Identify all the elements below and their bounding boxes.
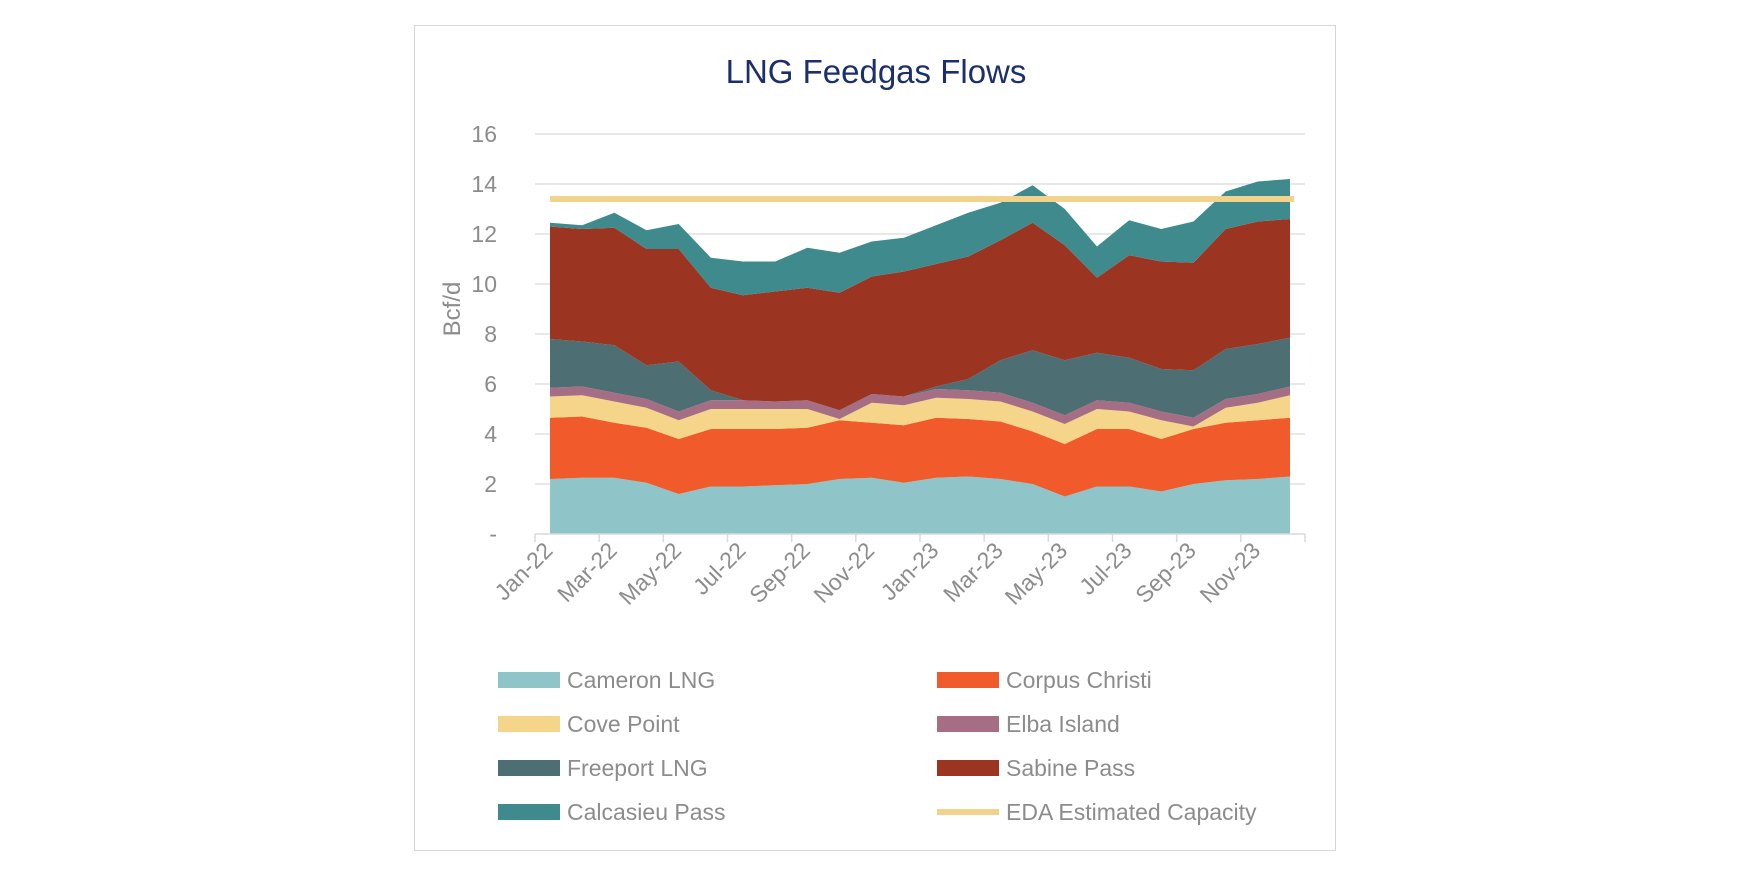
legend-label: Sabine Pass <box>1006 755 1135 781</box>
y-tick-label: 2 <box>484 471 497 497</box>
x-tick-label: Jul-23 <box>1074 537 1137 600</box>
x-tick-label: Jan-23 <box>876 537 944 605</box>
area-corpus-christi <box>550 416 1290 497</box>
y-tick-label: 10 <box>471 271 497 297</box>
chart-frame: LNG Feedgas Flows Bcf/d - 2 4 6 8 10 12 14 16 Jan… <box>414 25 1336 851</box>
y-tick-label: - <box>489 521 497 547</box>
legend-label: Cameron LNG <box>567 667 715 693</box>
legend-label: Cove Point <box>567 711 680 737</box>
x-tick-label: Jul-22 <box>688 537 751 600</box>
legend: Cameron LNG Corpus Christi Cove Point Elba … <box>498 667 1257 825</box>
y-axis-label: Bcf/d <box>439 282 466 337</box>
legend-swatch <box>498 804 560 820</box>
legend-swatch <box>937 672 999 688</box>
area-elba-island <box>550 386 1290 427</box>
y-tick-label: 6 <box>484 371 497 397</box>
x-tick-label: Sep-22 <box>744 537 815 608</box>
y-tick-label: 8 <box>484 321 497 347</box>
y-tick-label: 16 <box>471 121 497 147</box>
x-tick-label: May-22 <box>614 537 687 610</box>
x-tick-label: Mar-23 <box>938 537 1008 607</box>
legend-swatch <box>937 760 999 776</box>
legend-label: Elba Island <box>1006 711 1120 737</box>
legend-swatch <box>498 760 560 776</box>
y-tick-label: 12 <box>471 221 497 247</box>
area-calcasieu-pass <box>550 179 1290 296</box>
chart-title: LNG Feedgas Flows <box>726 53 1027 90</box>
x-tick-label: Sep-23 <box>1130 537 1201 608</box>
y-tick-label: 4 <box>484 421 497 447</box>
stacked-areas <box>550 179 1290 534</box>
area-freeport-lng <box>550 337 1290 418</box>
chart-svg: LNG Feedgas Flows Bcf/d - 2 4 6 8 10 12 14 16 Jan… <box>439 53 1306 825</box>
legend-swatch <box>498 716 560 732</box>
x-tick-label: Nov-22 <box>808 537 879 608</box>
area-cameron-lng <box>550 476 1290 534</box>
legend-swatch <box>498 672 560 688</box>
legend-label: Corpus Christi <box>1006 667 1152 693</box>
area-sabine-pass <box>550 219 1290 411</box>
area-cove-point <box>550 395 1290 444</box>
x-tick-label: Nov-23 <box>1195 537 1266 608</box>
x-tick-label: May-23 <box>1000 537 1073 610</box>
legend-label: EDA Estimated Capacity <box>1006 799 1257 825</box>
legend-label: Calcasieu Pass <box>567 799 726 825</box>
x-tick-label: Jan-22 <box>489 537 557 605</box>
y-tick-label: 14 <box>471 171 497 197</box>
legend-swatch <box>937 716 999 732</box>
legend-label: Freeport LNG <box>567 755 708 781</box>
x-tick-label: Mar-22 <box>552 537 622 607</box>
